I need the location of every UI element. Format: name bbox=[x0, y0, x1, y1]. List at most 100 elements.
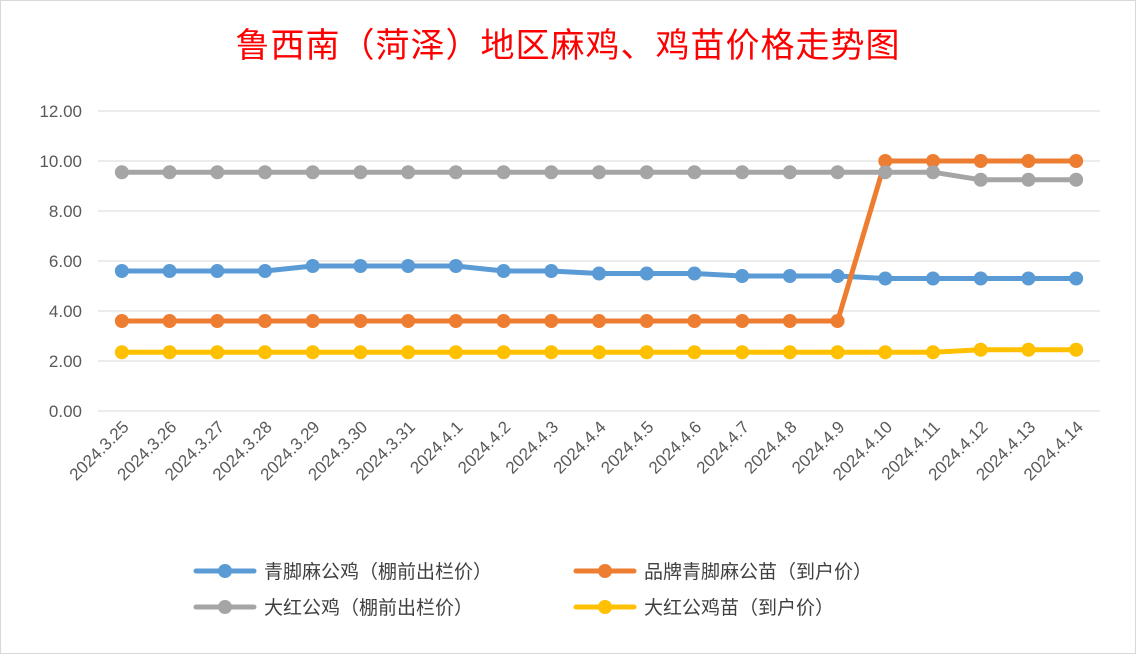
data-point bbox=[305, 345, 320, 360]
data-point bbox=[639, 266, 654, 281]
data-point bbox=[544, 314, 559, 328]
legend-item: 大红公鸡苗（到户价） bbox=[573, 597, 834, 619]
data-point bbox=[114, 165, 129, 180]
y-axis: 0.00 2.00 4.00 6.00 8.00 10.00 12.00 bbox=[39, 102, 82, 421]
data-point bbox=[1021, 271, 1036, 286]
y-tick-label: 10.00 bbox=[39, 152, 82, 171]
y-tick-label: 0.00 bbox=[49, 402, 82, 421]
data-point bbox=[448, 345, 463, 360]
data-point bbox=[258, 165, 272, 180]
data-point bbox=[210, 264, 225, 278]
legend-label: 青脚麻公鸡（棚前出栏价） bbox=[264, 561, 492, 583]
data-point bbox=[592, 266, 606, 281]
data-point bbox=[448, 165, 463, 180]
data-point bbox=[973, 342, 988, 357]
data-point bbox=[401, 165, 416, 180]
data-point bbox=[687, 345, 702, 360]
data-point bbox=[305, 314, 320, 328]
data-point bbox=[1021, 154, 1036, 168]
data-point bbox=[735, 314, 750, 328]
data-point bbox=[973, 271, 988, 286]
data-point bbox=[926, 345, 940, 360]
data-point bbox=[401, 314, 416, 328]
data-point bbox=[782, 269, 797, 283]
data-point bbox=[973, 172, 988, 187]
data-point bbox=[401, 345, 416, 360]
data-point bbox=[830, 269, 845, 283]
data-point bbox=[592, 345, 606, 360]
data-point bbox=[592, 314, 606, 328]
data-point bbox=[735, 165, 750, 180]
data-point bbox=[114, 314, 129, 328]
data-point bbox=[830, 165, 845, 180]
data-point bbox=[639, 345, 654, 360]
data-point bbox=[162, 264, 177, 278]
data-point bbox=[114, 345, 129, 360]
data-point bbox=[1069, 154, 1084, 168]
legend-label: 大红公鸡（棚前出栏价） bbox=[264, 597, 473, 619]
data-point bbox=[878, 345, 893, 360]
data-point bbox=[353, 345, 368, 360]
data-point bbox=[401, 259, 416, 273]
data-point bbox=[878, 271, 893, 286]
data-point bbox=[258, 314, 272, 328]
data-point bbox=[162, 345, 177, 360]
x-axis: 2024.3.252024.3.262024.3.272024.3.282024… bbox=[66, 417, 1087, 484]
data-point bbox=[1069, 342, 1084, 357]
legend: 青脚麻公鸡（棚前出栏价） 品牌青脚麻公苗（到户价） 大红公鸡（棚前出栏价） 大红公鸡苗… bbox=[193, 561, 872, 619]
data-point bbox=[305, 165, 320, 180]
data-point bbox=[782, 314, 797, 328]
data-point bbox=[210, 165, 225, 180]
series-group bbox=[114, 154, 1084, 360]
data-point bbox=[353, 165, 368, 180]
legend-item: 青脚麻公鸡（棚前出栏价） bbox=[193, 561, 492, 583]
data-point bbox=[687, 314, 702, 328]
y-tick-label: 4.00 bbox=[49, 302, 82, 321]
data-point bbox=[1021, 342, 1036, 357]
y-tick-label: 8.00 bbox=[49, 202, 82, 221]
y-tick-label: 2.00 bbox=[49, 352, 82, 371]
series bbox=[114, 259, 1084, 286]
legend-swatch-marker bbox=[218, 600, 232, 614]
series bbox=[114, 165, 1084, 187]
data-point bbox=[639, 314, 654, 328]
data-point bbox=[210, 314, 225, 328]
legend-label: 大红公鸡苗（到户价） bbox=[644, 597, 834, 619]
series-line bbox=[119, 158, 1079, 324]
data-point bbox=[448, 259, 463, 273]
series bbox=[114, 342, 1084, 360]
data-point bbox=[1021, 172, 1036, 187]
data-point bbox=[926, 271, 940, 286]
data-point bbox=[353, 314, 368, 328]
gridlines bbox=[98, 110, 1100, 412]
legend-swatch-marker bbox=[598, 564, 612, 578]
data-point bbox=[639, 165, 654, 180]
data-point bbox=[830, 314, 845, 328]
data-point bbox=[592, 165, 606, 180]
data-point bbox=[735, 269, 750, 283]
series bbox=[114, 154, 1084, 328]
data-point bbox=[544, 345, 559, 360]
data-point bbox=[926, 165, 940, 180]
data-point bbox=[544, 264, 559, 278]
data-point bbox=[496, 165, 511, 180]
y-tick-label: 12.00 bbox=[39, 102, 82, 121]
data-point bbox=[258, 264, 272, 278]
data-point bbox=[878, 154, 893, 168]
data-point bbox=[258, 345, 272, 360]
data-point bbox=[210, 345, 225, 360]
data-point bbox=[878, 165, 893, 180]
data-point bbox=[926, 154, 940, 168]
data-point bbox=[305, 259, 320, 273]
legend-label: 品牌青脚麻公苗（到户价） bbox=[644, 561, 872, 583]
data-point bbox=[496, 264, 511, 278]
chart-title: 鲁西南（菏泽）地区麻鸡、鸡苗价格走势图 bbox=[235, 26, 901, 66]
legend-item: 大红公鸡（棚前出栏价） bbox=[193, 597, 473, 619]
data-point bbox=[114, 264, 129, 278]
data-point bbox=[973, 154, 988, 168]
data-point bbox=[735, 345, 750, 360]
data-point bbox=[687, 266, 702, 281]
data-point bbox=[830, 345, 845, 360]
